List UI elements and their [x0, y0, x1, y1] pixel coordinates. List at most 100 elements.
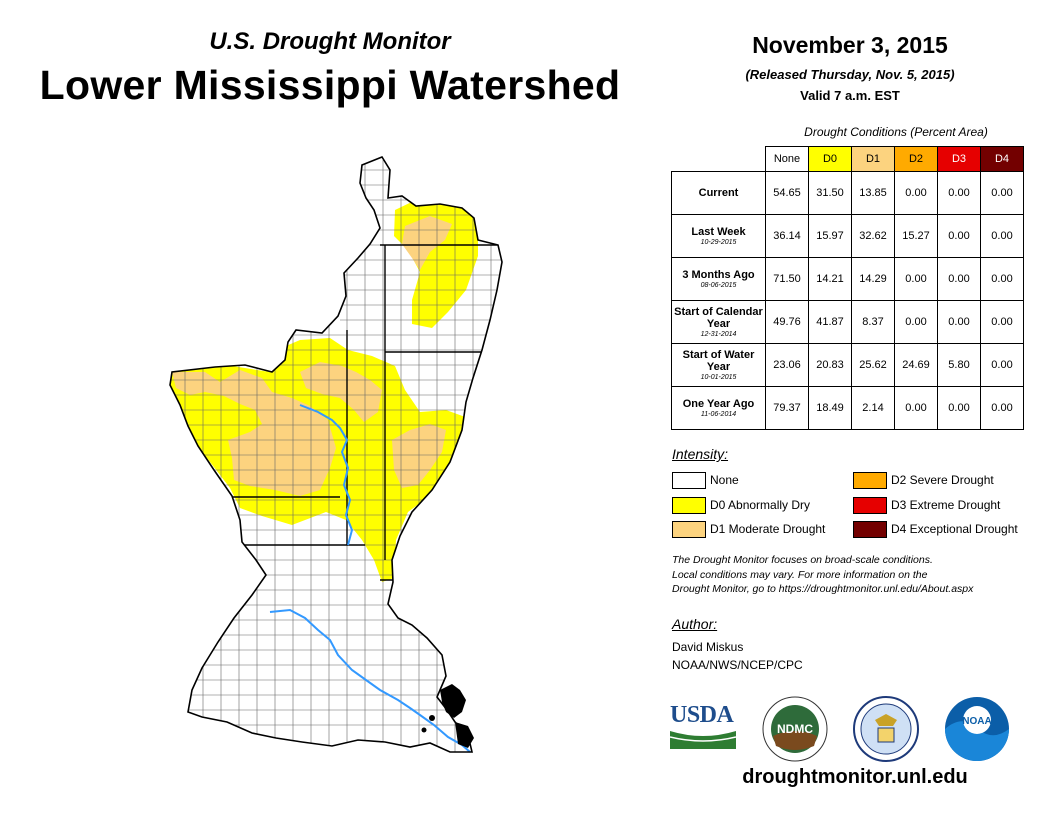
delta-marsh: [421, 684, 474, 748]
col-d4: D4: [980, 146, 1024, 172]
table-row: Current 54.65 31.50 13.85 0.00 0.00 0.00: [671, 171, 1024, 215]
drought-map: [169, 156, 503, 753]
table-cell: 54.65: [765, 171, 809, 215]
table-cell: 0.00: [894, 386, 938, 430]
table-cell: 2.14: [851, 386, 895, 430]
legend-swatch-none: [672, 472, 706, 489]
table-cell: 0.00: [937, 257, 981, 301]
legend-swatch-d0: [672, 497, 706, 514]
row-label: Start of Calendar Year 12-31-2014: [671, 300, 766, 344]
col-none: None: [765, 146, 809, 172]
ndmc-logo: NDMC: [762, 696, 828, 762]
svg-text:NOAA: NOAA: [962, 716, 991, 727]
table-cell: 24.69: [894, 343, 938, 387]
row-label: Current: [671, 171, 766, 215]
legend-label: D3 Extreme Drought: [891, 498, 1001, 512]
table-cell: 18.49: [808, 386, 852, 430]
table-cell: 0.00: [980, 257, 1024, 301]
legend-label: D1 Moderate Drought: [710, 522, 826, 536]
row-label: Last Week 10-29-2015: [671, 214, 766, 258]
table-row: 3 Months Ago 08-06-2015 71.50 14.21 14.29…: [671, 257, 1024, 301]
map-title: Lower Mississippi Watershed: [39, 62, 621, 108]
table-cell: 15.27: [894, 214, 938, 258]
note-line: Drought Monitor, go to https://droughtmo…: [672, 583, 974, 595]
d1-region-north: [402, 216, 452, 270]
table-cell: 23.06: [765, 343, 809, 387]
table-cell: 0.00: [937, 300, 981, 344]
table-cell: 32.62: [851, 214, 895, 258]
table-row: Start of Water Year 10-01-2015 23.06 20.8…: [671, 343, 1024, 387]
row-date: 10-29-2015: [700, 238, 737, 246]
legend-label: D2 Severe Drought: [891, 473, 994, 487]
row-date: 12-31-2014: [700, 330, 737, 338]
table-cell: 36.14: [765, 214, 809, 258]
row-date: 11-06-2014: [700, 410, 737, 418]
author-block: David Miskus NOAA/NWS/NCEP/CPC: [672, 638, 803, 674]
note-line: Local conditions may vary. For more info…: [672, 568, 928, 581]
author-heading: Author:: [672, 616, 718, 632]
usda-logo: USDA: [670, 703, 738, 749]
col-d2: D2: [894, 146, 938, 172]
table-cell: 0.00: [894, 300, 938, 344]
author-org: NOAA/NWS/NCEP/CPC: [672, 658, 803, 672]
map-date: November 3, 2015: [752, 32, 948, 58]
table-cell: 0.00: [937, 214, 981, 258]
table-cell: 25.62: [851, 343, 895, 387]
mississippi-river: [299, 404, 354, 546]
map-subtitle: U.S. Drought Monitor: [209, 28, 451, 55]
legend: None D0 Abnormally Dry D1 Moderate Droug…: [672, 470, 1042, 540]
legend-swatch-d4: [853, 521, 887, 538]
row-date: 08-06-2015: [700, 281, 737, 289]
table-cell: 14.29: [851, 257, 895, 301]
table-cell: 13.85: [851, 171, 895, 215]
legend-swatch-d1: [672, 521, 706, 538]
table-cell: 0.00: [894, 171, 938, 215]
table-cell: 5.80: [937, 343, 981, 387]
table-cell: 15.97: [808, 214, 852, 258]
legend-swatch-d3: [853, 497, 887, 514]
table-cell: 0.00: [980, 300, 1024, 344]
table-cell: 0.00: [894, 257, 938, 301]
table-cell: 0.00: [937, 386, 981, 430]
table-cell: 20.83: [808, 343, 852, 387]
legend-label: None: [710, 473, 739, 487]
table-cell: 0.00: [937, 171, 981, 215]
row-label: One Year Ago 11-06-2014: [671, 386, 766, 430]
table-cell: 0.00: [980, 171, 1024, 215]
table-cell: 0.00: [980, 214, 1024, 258]
legend-title: Intensity:: [672, 446, 729, 462]
legend-label: D4 Exceptional Drought: [891, 522, 1018, 536]
row-date: 10-01-2015: [700, 373, 737, 381]
note-line: The Drought Monitor focuses on broad-sca…: [672, 554, 933, 566]
col-d0: D0: [808, 146, 852, 172]
commerce-seal-logo: [853, 696, 919, 762]
legend-swatch-d2: [853, 472, 887, 489]
table-cell: 49.76: [765, 300, 809, 344]
d1-region-central: [300, 362, 382, 422]
release-date: (Released Thursday, Nov. 5, 2015): [745, 67, 955, 82]
col-d3: D3: [937, 146, 981, 172]
table-cell: 0.00: [980, 343, 1024, 387]
table-caption: Drought Conditions (Percent Area): [804, 125, 988, 139]
table-row: One Year Ago 11-06-2014 79.37 18.49 2.14 …: [671, 386, 1024, 430]
svg-text:NDMC: NDMC: [777, 722, 813, 736]
drought-conditions-table: None D0 D1 D2 D3 D4 Current 54.65 31.50 …: [671, 146, 1024, 430]
noaa-logo: NOAA: [945, 697, 1009, 761]
table-cell: 14.21: [808, 257, 852, 301]
table-cell: 31.50: [808, 171, 852, 215]
table-cell: 8.37: [851, 300, 895, 344]
table-cell: 71.50: [765, 257, 809, 301]
legend-label: D0 Abnormally Dry: [710, 498, 811, 512]
table-cell: 79.37: [765, 386, 809, 430]
valid-time: Valid 7 a.m. EST: [800, 88, 900, 103]
author-name: David Miskus: [672, 640, 744, 654]
website-link[interactable]: droughtmonitor.unl.edu: [742, 766, 968, 788]
d1-region-west: [172, 370, 336, 496]
row-label: 3 Months Ago 08-06-2015: [671, 257, 766, 301]
disclaimer-note: The Drought Monitor focuses on broad-sca…: [672, 553, 1042, 597]
table-row: Start of Calendar Year 12-31-2014 49.76 4…: [671, 300, 1024, 344]
row-label: Start of Water Year 10-01-2015: [671, 343, 766, 387]
table-cell: 0.00: [980, 386, 1024, 430]
atchafalaya-river: [269, 608, 471, 753]
table-row: Last Week 10-29-2015 36.14 15.97 32.62 15…: [671, 214, 1024, 258]
